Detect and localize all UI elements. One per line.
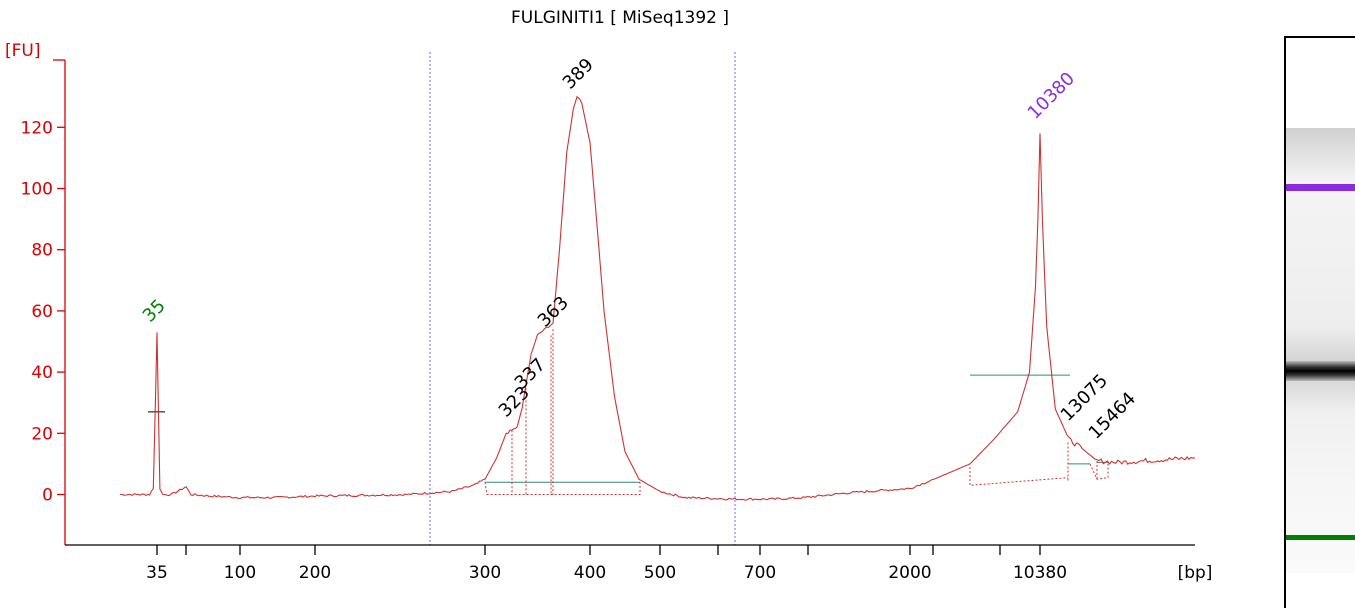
peak-label: 389 [559, 54, 598, 93]
upper-marker-baseline [969, 466, 1069, 486]
y-axis-label: [FU] [5, 41, 41, 61]
y-tick-label: 80 [31, 241, 53, 261]
x-tick-label: 400 [574, 563, 606, 583]
y-axis: [FU] 0 20 40 60 80 100 120 [5, 41, 66, 545]
y-tick-label: 0 [42, 486, 53, 506]
gel-band-upper-marker [1286, 184, 1355, 191]
peak-label: 35 [139, 295, 170, 326]
y-tick-label: 60 [31, 302, 53, 322]
y-tick-label: 20 [31, 424, 53, 444]
x-tick-label: 2000 [888, 563, 931, 583]
y-tick-label: 100 [21, 180, 53, 200]
x-tick-label: 10380 [1013, 563, 1067, 583]
y-tick-label: 40 [31, 363, 53, 383]
trace-line [119, 95, 1196, 501]
x-tick-label: 200 [299, 563, 331, 583]
gel-image [1284, 36, 1355, 608]
x-axis: 35 100 200 300 400 500 700 2000 10380 [bp] [65, 544, 1213, 583]
x-axis-label: [bp] [1178, 563, 1213, 583]
x-tick-label: 100 [224, 563, 256, 583]
peak-label: 363 [534, 292, 573, 331]
chart-title: FULGINITI1 [ MiSeq1392 ] [511, 8, 729, 28]
region-area-outline [484, 482, 641, 495]
x-tick-label: 35 [146, 563, 168, 583]
region-lines [429, 52, 736, 545]
x-tick-label: 700 [744, 563, 776, 583]
x-tick-label: 300 [469, 563, 501, 583]
baselines [148, 374, 1108, 483]
peak-droplines [484, 329, 1109, 495]
gel-band-lower-marker [1286, 535, 1355, 540]
gel-band-sample [1286, 361, 1355, 381]
peak-dropline [1089, 462, 1109, 480]
y-tick-label: 120 [21, 118, 53, 138]
x-tick-label: 500 [644, 563, 676, 583]
gel-lane [1286, 128, 1355, 573]
peak-label: 10380 [1024, 68, 1079, 123]
electropherogram: [FU] 0 20 40 60 80 100 120 35 100 200 300 400 500 700… [5, 41, 1213, 583]
